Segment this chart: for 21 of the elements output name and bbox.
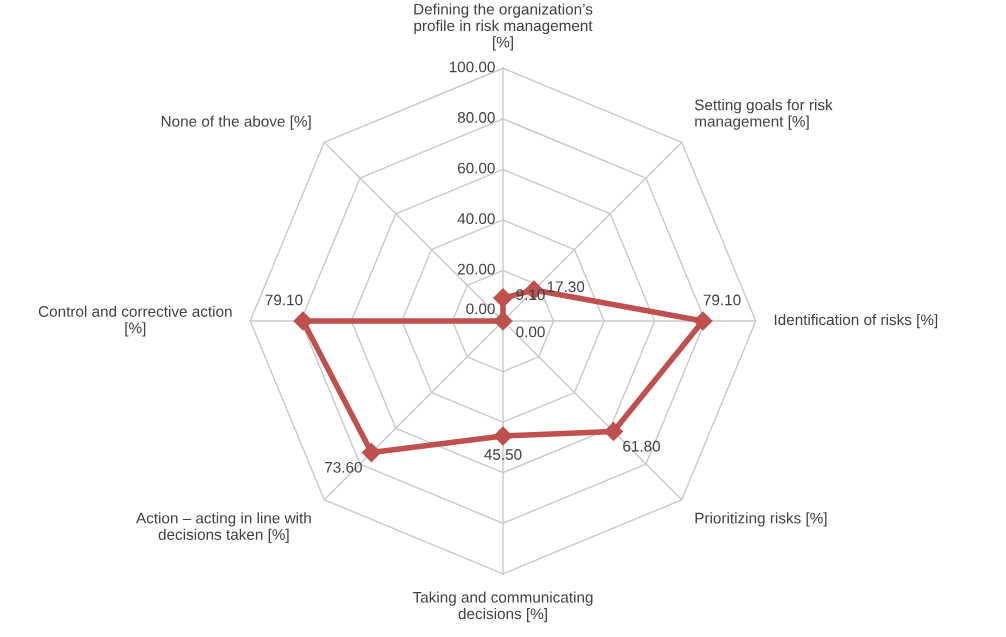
data-label: 79.10 — [265, 294, 303, 306]
y-tick-label: 20.00 — [457, 263, 495, 275]
y-tick-label: 40.00 — [457, 213, 495, 225]
y-tick-label: 80.00 — [457, 112, 495, 123]
data-label: 79.10 — [703, 294, 741, 306]
y-tick-label: 0.00 — [466, 303, 495, 315]
spoke-label: Prioritizing risks [%] — [695, 512, 827, 527]
data-label: 61.80 — [623, 440, 661, 452]
data-label: 73.60 — [325, 461, 362, 473]
y-tick-label: 60.00 — [457, 162, 495, 174]
spoke-label: Identification of risks [%] — [774, 313, 938, 329]
spoke-label: Setting goals for risk management [%] — [694, 99, 833, 130]
spoke-label: Taking and communicating decisions [%] — [412, 591, 593, 623]
spoke-label: None of the above [%] — [161, 115, 311, 130]
data-label: 17.30 — [547, 281, 585, 293]
spoke-label: Action – acting in line with decisions taken [%] — [136, 512, 311, 543]
data-label: 45.50 — [484, 449, 522, 460]
spoke-label: Defining the organization’s profile in risk management [%] — [414, 3, 593, 51]
data-label: 0.00 — [516, 326, 545, 338]
y-tick-label: 100.00 — [449, 61, 495, 73]
spoke-label: Control and corrective action [%] — [38, 305, 232, 337]
